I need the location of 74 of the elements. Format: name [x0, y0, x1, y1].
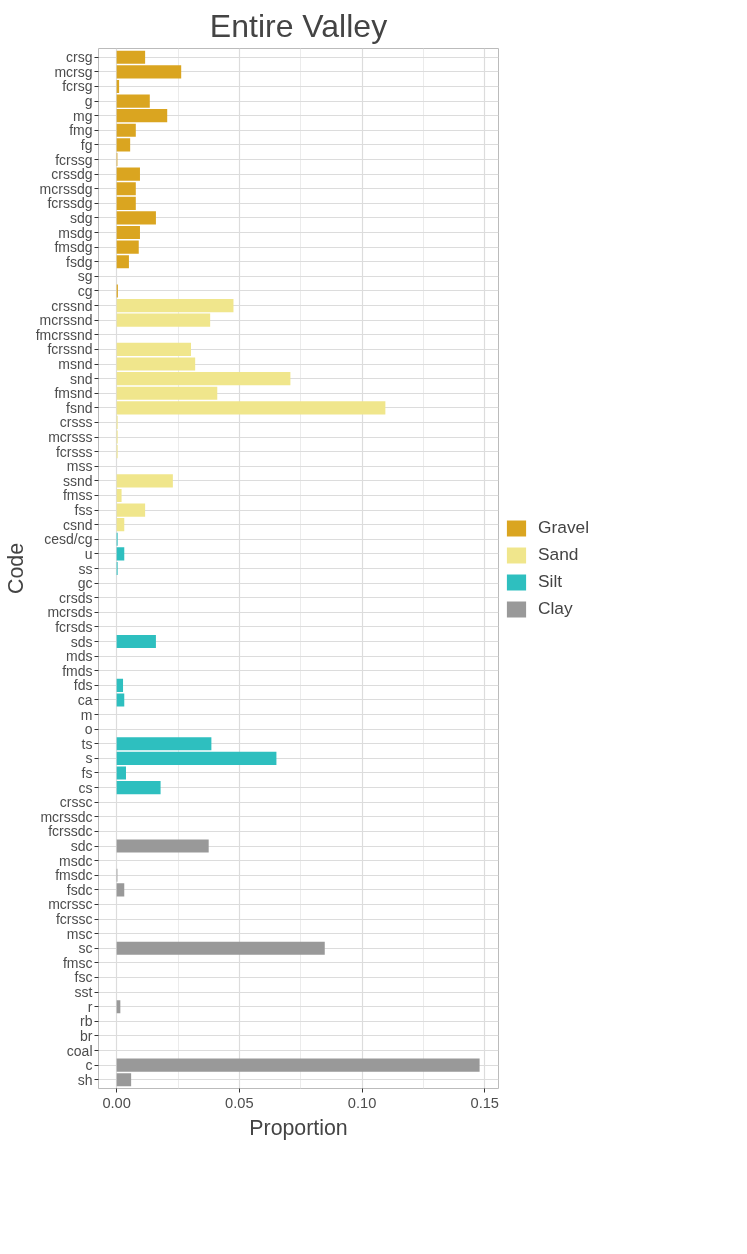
y-tick-label: m: [80, 706, 93, 723]
y-tick-label: fsc: [74, 969, 93, 986]
legend-label: Sand: [538, 544, 579, 565]
y-tick-label: crssdg: [51, 166, 93, 183]
y-tick-label: crsss: [59, 414, 93, 431]
y-tick-label: fmds: [62, 662, 93, 679]
y-tick-label: snd: [69, 370, 93, 387]
y-tick-label: fmss: [62, 487, 93, 504]
legend-label: Silt: [538, 571, 563, 592]
y-tick-label: fcrssc: [55, 911, 93, 928]
y-tick-label: c: [85, 1057, 93, 1074]
y-tick-label: fcrsss: [55, 443, 93, 460]
y-tick-label: fsnd: [66, 399, 93, 416]
y-tick-label: msdc: [59, 852, 93, 869]
y-tick-label: cesd/cg: [44, 531, 93, 548]
y-tick-label: crsg: [66, 49, 93, 66]
y-tick-label: sh: [77, 1071, 93, 1088]
legend-label: Gravel: [538, 517, 590, 538]
y-tick-label: sds: [70, 633, 93, 650]
y-tick-label: mds: [66, 648, 93, 665]
bar: [116, 941, 325, 955]
y-tick-label: ssnd: [62, 472, 93, 489]
y-tick-label: csnd: [62, 516, 93, 533]
x-axis-title: Proportion: [249, 1115, 348, 1140]
y-tick-label: sdc: [70, 838, 93, 855]
y-tick-label: mcrsss: [48, 429, 93, 446]
legend-label: Clay: [538, 598, 573, 619]
bar: [116, 299, 234, 313]
bar: [116, 474, 173, 488]
y-tick-label: fss: [74, 502, 93, 519]
y-tick-label: ca: [77, 691, 93, 708]
y-tick-label: gc: [77, 575, 93, 592]
bar: [116, 839, 209, 853]
y-tick-label: sc: [78, 940, 93, 957]
x-tick-label: 0.15: [470, 1094, 500, 1111]
y-tick-label: sst: [74, 984, 93, 1001]
y-tick-label: msnd: [58, 356, 93, 373]
y-tick-label: fmsdc: [55, 867, 93, 884]
y-tick-label: mcrssc: [48, 896, 93, 913]
y-tick-label: o: [84, 721, 93, 738]
y-tick-label: fmsc: [62, 954, 93, 971]
y-tick-label: crssc: [59, 794, 93, 811]
x-tick-label: 0.10: [347, 1094, 377, 1111]
y-tick-label: fcrsds: [55, 618, 93, 635]
y-tick-label: coal: [66, 1042, 93, 1059]
chart-title: Entire Valley: [209, 7, 388, 44]
y-tick-label: fmcrssnd: [35, 326, 93, 343]
y-tick-label: ss: [78, 560, 93, 577]
y-tick-label: mcrssnd: [39, 312, 93, 329]
y-tick-label: msc: [66, 925, 93, 942]
y-tick-label: r: [87, 998, 93, 1015]
bar: [116, 634, 156, 649]
x-tick-label: 0.05: [225, 1094, 254, 1111]
x-tick-label: 0.00: [102, 1094, 131, 1111]
y-tick-label: mcrsds: [47, 604, 93, 621]
y-tick-label: br: [80, 1027, 93, 1044]
y-axis-title: Code: [3, 542, 28, 594]
bar: [116, 737, 212, 751]
y-tick-label: fcrssdc: [48, 823, 93, 840]
y-tick-label: g: [84, 93, 93, 110]
y-tick-label: ts: [81, 735, 93, 752]
bar: [116, 883, 125, 897]
bar: [116, 488, 122, 503]
y-tick-label: mss: [66, 458, 93, 475]
y-tick-label: fcrssnd: [47, 341, 93, 358]
y-tick-label: fsdc: [66, 881, 93, 898]
y-tick-label: rb: [80, 1013, 93, 1030]
y-tick-label: fs: [81, 764, 93, 781]
y-tick-label: fds: [73, 677, 93, 694]
bar: [116, 313, 211, 327]
y-tick-label: s: [85, 750, 93, 767]
y-tick-label: fmsnd: [54, 385, 93, 402]
y-tick-label: cs: [78, 779, 93, 796]
y-tick-label: mcrssdc: [40, 808, 93, 825]
